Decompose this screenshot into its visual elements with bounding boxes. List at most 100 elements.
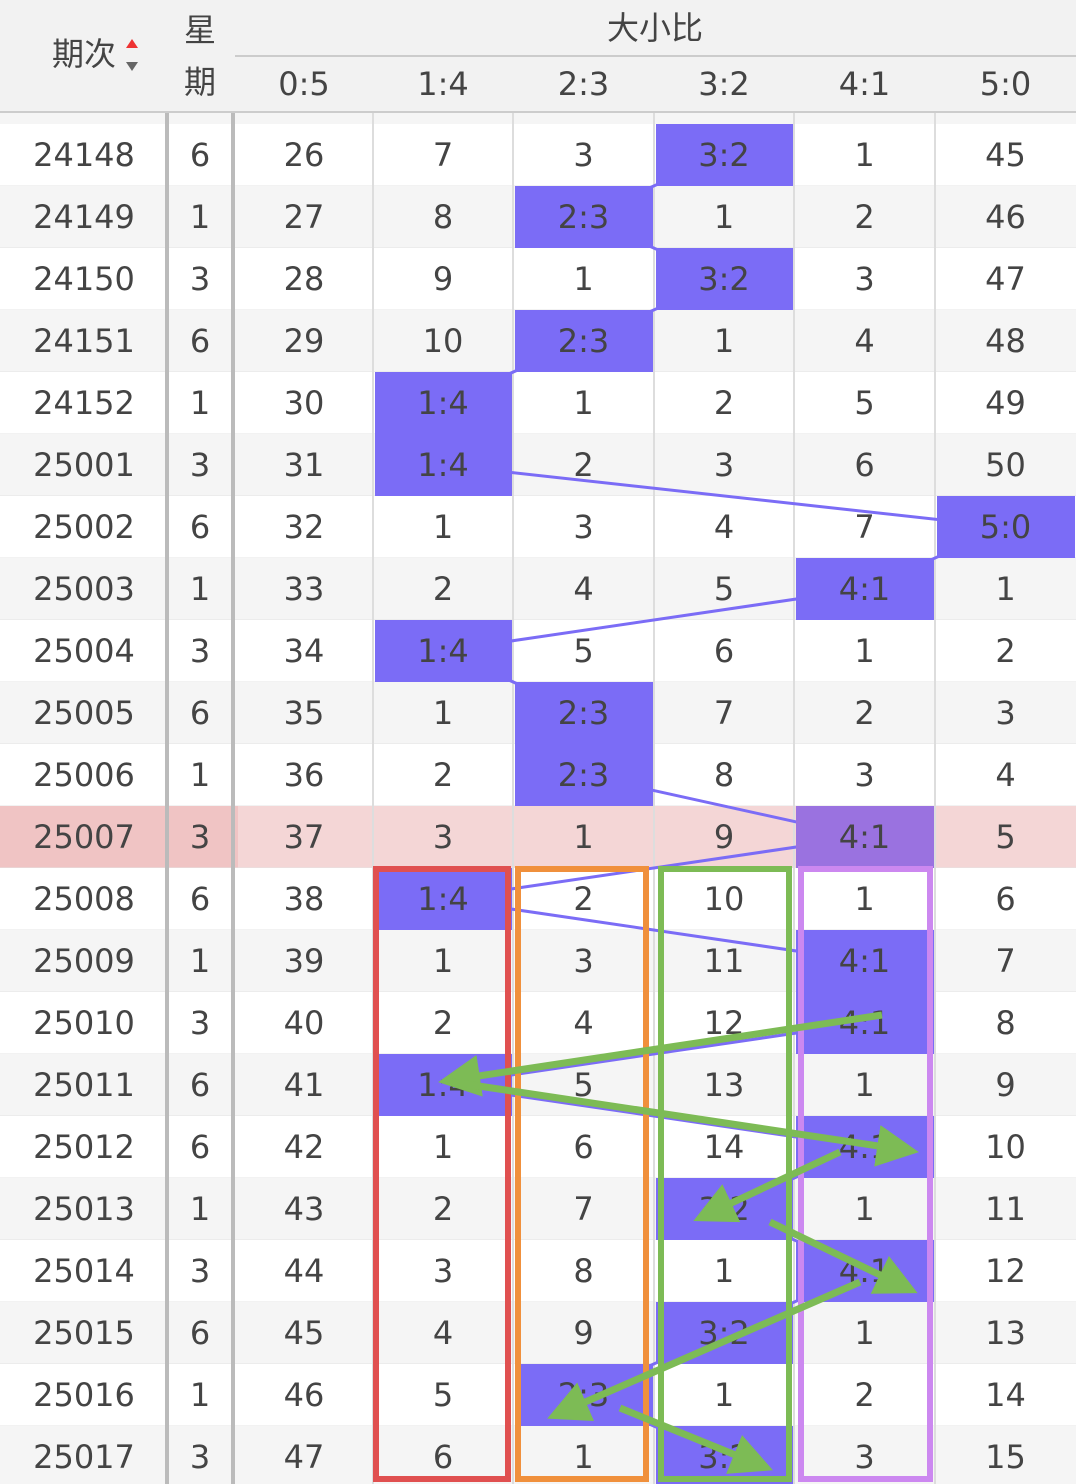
hit-label: 2:3 xyxy=(558,756,610,794)
week: 6 xyxy=(190,508,210,546)
table-header: 期次 星期 大小比 0:5 1:4 2:3 3:2 4:1 5:0 xyxy=(0,0,1076,113)
period: 25002 xyxy=(33,508,135,546)
period-header[interactable]: 期次 xyxy=(52,35,116,73)
miss-count: 30 xyxy=(284,384,325,422)
period: 25005 xyxy=(33,694,135,732)
miss-count: 8 xyxy=(995,1004,1015,1042)
row-highlight xyxy=(0,806,238,868)
hit-label: 2:3 xyxy=(558,198,610,236)
miss-count: 4 xyxy=(573,1004,593,1042)
miss-count: 4 xyxy=(854,322,874,360)
miss-count: 6 xyxy=(995,880,1015,918)
period: 25007 xyxy=(33,818,135,856)
miss-count: 2 xyxy=(433,1004,453,1042)
hit-cell xyxy=(515,310,653,372)
row-bg xyxy=(0,1178,1076,1240)
miss-count: 2 xyxy=(995,632,1015,670)
miss-count: 12 xyxy=(985,1252,1026,1290)
period: 25004 xyxy=(33,632,135,670)
miss-count: 31 xyxy=(284,446,325,484)
miss-count: 28 xyxy=(284,260,325,298)
miss-count: 1 xyxy=(573,1438,593,1476)
miss-count: 3 xyxy=(433,818,453,856)
week: 3 xyxy=(190,260,210,298)
miss-count: 26 xyxy=(284,136,325,174)
miss-count: 1 xyxy=(714,1376,734,1414)
week: 1 xyxy=(190,942,210,980)
hit-cell xyxy=(515,682,653,744)
miss-count: 9 xyxy=(995,1066,1015,1104)
week-header: 星期 xyxy=(184,11,216,101)
period: 25006 xyxy=(33,756,135,794)
miss-count: 2 xyxy=(433,570,453,608)
row-bg xyxy=(0,868,1076,930)
trend-line xyxy=(442,463,1006,529)
week: 1 xyxy=(190,384,210,422)
miss-count: 6 xyxy=(714,632,734,670)
miss-count: 11 xyxy=(985,1190,1026,1228)
column-header: 5:0 xyxy=(980,65,1032,103)
miss-count: 5 xyxy=(573,1066,593,1104)
miss-count: 1 xyxy=(433,508,453,546)
miss-count: 4 xyxy=(714,508,734,546)
miss-count: 1 xyxy=(433,942,453,980)
period: 25003 xyxy=(33,570,135,608)
hit-label: 4:1 xyxy=(839,818,891,856)
week: 1 xyxy=(190,1376,210,1414)
miss-count: 10 xyxy=(423,322,464,360)
miss-count: 41 xyxy=(284,1066,325,1104)
miss-count: 49 xyxy=(985,384,1026,422)
hit-cell xyxy=(656,1302,793,1364)
miss-count: 1 xyxy=(854,1314,874,1352)
row-bg xyxy=(0,620,1076,682)
miss-count: 13 xyxy=(985,1314,1026,1352)
period: 25009 xyxy=(33,942,135,980)
period: 25017 xyxy=(33,1438,135,1476)
sort-down[interactable] xyxy=(126,62,138,71)
trend-line xyxy=(442,897,865,963)
row-bg xyxy=(0,1426,1076,1484)
miss-count: 38 xyxy=(284,880,325,918)
period: 24149 xyxy=(33,198,135,236)
hit-cell xyxy=(656,124,793,186)
week: 6 xyxy=(190,1066,210,1104)
period: 25014 xyxy=(33,1252,135,1290)
miss-count: 1 xyxy=(714,1252,734,1290)
annotations xyxy=(373,866,933,1482)
miss-count: 9 xyxy=(573,1314,593,1352)
week: 6 xyxy=(190,322,210,360)
trend-line xyxy=(442,587,865,653)
miss-count: 40 xyxy=(284,1004,325,1042)
period: 25016 xyxy=(33,1376,135,1414)
period: 25008 xyxy=(33,880,135,918)
miss-count: 2 xyxy=(573,880,593,918)
miss-count: 2 xyxy=(433,756,453,794)
miss-count: 3 xyxy=(854,756,874,794)
hit-cell xyxy=(375,620,512,682)
column-header: 3:2 xyxy=(698,65,750,103)
miss-count: 4 xyxy=(573,570,593,608)
sort-up[interactable] xyxy=(126,39,138,48)
hit-cell xyxy=(375,372,512,434)
period: 24148 xyxy=(33,136,135,174)
miss-count: 45 xyxy=(985,136,1026,174)
miss-count: 1 xyxy=(854,136,874,174)
hit-label: 3:2 xyxy=(698,260,750,298)
hit-label: 4:1 xyxy=(839,570,891,608)
miss-count: 47 xyxy=(985,260,1026,298)
miss-count: 2 xyxy=(573,446,593,484)
miss-count: 7 xyxy=(854,508,874,546)
column-header: 4:1 xyxy=(839,65,891,103)
miss-count: 5 xyxy=(433,1376,453,1414)
miss-count: 7 xyxy=(714,694,734,732)
miss-count: 2 xyxy=(854,694,874,732)
miss-count: 32 xyxy=(284,508,325,546)
period: 24150 xyxy=(33,260,135,298)
row-bg xyxy=(0,496,1076,558)
week: 6 xyxy=(190,1128,210,1166)
miss-count: 8 xyxy=(433,198,453,236)
period: 25015 xyxy=(33,1314,135,1352)
miss-count: 5 xyxy=(714,570,734,608)
hit-label: 1:4 xyxy=(417,446,469,484)
miss-count: 39 xyxy=(284,942,325,980)
